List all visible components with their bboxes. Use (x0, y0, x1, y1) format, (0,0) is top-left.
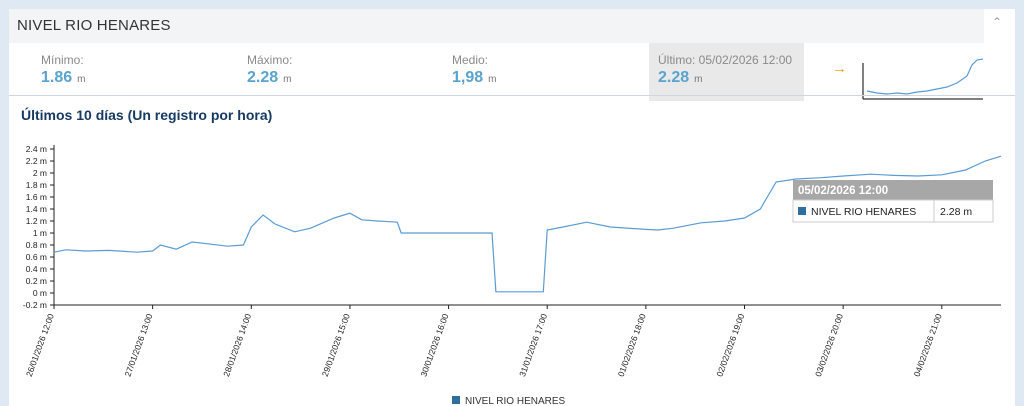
sparkline-line (866, 58, 984, 95)
tooltip-title: 05/02/2026 12:00 (798, 185, 888, 197)
stat-min-label: Mínimo: (41, 53, 84, 67)
y-tick-label: 2.2 m (26, 156, 47, 166)
y-tick-label: 2.4 m (26, 144, 47, 154)
x-tick-label: 30/01/2026 16:00 (418, 312, 450, 378)
divider (9, 95, 1015, 96)
y-axis: 2.4 m 2.2 m 2 m 1.8 m 1.6 m 1.4 m 1.2 m 1 m 0.8 … (23, 144, 55, 310)
hover-tooltip: 05/02/2026 12:00 NIVEL RIO HENARES 2.28 m (792, 180, 994, 223)
arrow-right-icon: → (832, 60, 847, 77)
series-line[interactable] (53, 155, 1002, 293)
x-tick-label: 27/01/2026 13:00 (122, 312, 154, 378)
chart-title: Últimos 10 días (Un registro por hora) (21, 107, 273, 123)
stat-last: Último: 05/02/2026 12:00 2.28 m (658, 53, 792, 87)
y-tick-label: -0.2 m (23, 300, 47, 310)
y-tick-label: 1.8 m (26, 180, 47, 190)
y-tick-label: 1.2 m (26, 216, 47, 226)
stat-min-unit: m (77, 74, 86, 85)
y-tick-label: 1 m (33, 228, 47, 238)
y-tick-label: 0.4 m (26, 264, 47, 274)
stat-max-unit: m (283, 74, 292, 85)
stat-avg-value: 1,98 (452, 69, 484, 86)
y-tick-label: 0.8 m (26, 240, 47, 250)
tooltip-swatch (798, 207, 806, 215)
legend-label[interactable]: NIVEL RIO HENARES (465, 396, 566, 406)
x-tick-label: 26/01/2026 12:00 (24, 312, 56, 378)
stat-last-value: 2.28 (658, 69, 690, 86)
chart-legend[interactable]: NIVEL RIO HENARES (452, 396, 566, 406)
x-tick-label: 28/01/2026 14:00 (221, 312, 253, 378)
card-header (9, 9, 984, 43)
y-tick-label: 1.4 m (26, 204, 47, 214)
tooltip-value: 2.28 m (940, 206, 972, 218)
x-tick-label: 04/02/2026 21:00 (912, 312, 944, 378)
stat-last-unit: m (694, 74, 703, 85)
tooltip-body (792, 199, 994, 223)
page-title: NIVEL RIO HENARES (17, 17, 171, 34)
stat-last-label: Último: 05/02/2026 12:00 (658, 53, 793, 67)
stat-max-value: 2.28 (247, 69, 279, 86)
stat-max: Máximo: 2.28 m (247, 53, 292, 87)
stat-min: Mínimo: 1.86 m (41, 53, 85, 87)
x-tick-label: 02/02/2026 19:00 (714, 312, 746, 378)
x-tick-label: 31/01/2026 17:00 (517, 312, 549, 378)
chevron-up-icon[interactable]: ⌃ (992, 15, 1003, 29)
stat-max-label: Máximo: (247, 53, 293, 67)
stat-avg-label: Medio: (452, 53, 489, 67)
x-axis: 26/01/2026 12:00 27/01/2026 13:00 28/01/20… (24, 304, 1001, 378)
stat-last-box (649, 43, 804, 101)
y-tick-label: 0.2 m (26, 276, 47, 286)
level-line-chart: 2.4 m 2.2 m 2 m 1.8 m 1.6 m 1.4 m 1.2 m 1 m 0.8 … (23, 144, 1002, 406)
y-tick-label: 2 m (33, 168, 47, 178)
y-tick-label: 0.6 m (26, 252, 47, 262)
legend-swatch (452, 396, 460, 404)
river-level-card: NIVEL RIO HENARES Mínimo: 1.86 m Máximo: … (9, 9, 1015, 406)
y-tick-label: 1.6 m (26, 192, 47, 202)
stat-min-value: 1.86 (41, 69, 73, 86)
stat-avg: Medio: 1,98 m (452, 53, 496, 87)
tooltip-header (793, 180, 993, 200)
y-tick-label: 0 m (33, 288, 47, 298)
tooltip-series: NIVEL RIO HENARES (811, 206, 916, 218)
x-tick-label: 01/02/2026 18:00 (616, 312, 648, 378)
stat-avg-unit: m (488, 74, 497, 85)
sparkline (862, 58, 984, 100)
x-tick-label: 03/02/2026 20:00 (813, 312, 845, 378)
x-tick-label: 29/01/2026 15:00 (320, 312, 352, 378)
stats-row: Mínimo: 1.86 m Máximo: 2.28 m Medio: 1,98 m… (9, 43, 1015, 103)
plot-area (53, 155, 1002, 293)
